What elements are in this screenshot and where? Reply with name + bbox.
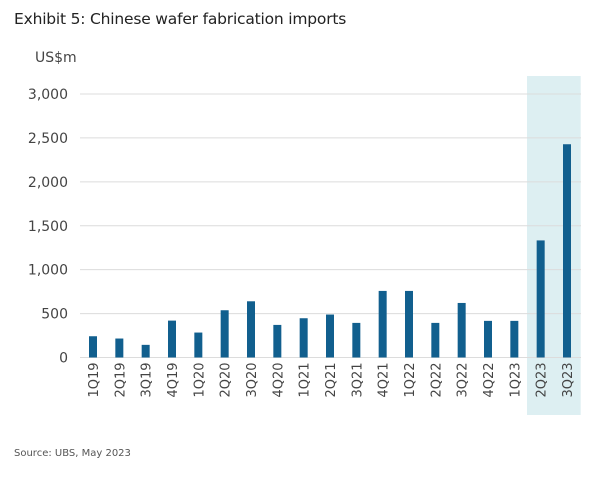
x-tick-label: 4Q22 [482,363,497,398]
bar-1Q22 [405,290,413,358]
x-tick-label: 1Q21 [298,363,313,398]
source-note: Source: UBS, May 2023 [14,448,131,459]
bar-2Q19 [115,338,124,358]
bar-1Q21 [299,318,308,358]
bar-1Q19 [89,336,97,358]
x-tick-label: 3Q19 [140,363,155,398]
bar-1Q20 [194,332,203,358]
bar-1Q23 [510,320,519,358]
x-tick-label: 4Q20 [271,363,286,398]
y-tick-label: 2,500 [28,131,68,147]
x-tick-label: 1Q22 [403,363,418,398]
y-tick-label: 3,000 [28,87,68,103]
bar-3Q20 [247,301,255,358]
x-tick-label: 3Q20 [245,363,260,398]
bar-3Q19 [141,344,150,358]
bar-2Q23 [536,240,545,358]
x-tick-label: 3Q21 [350,363,365,398]
chart-title: Exhibit 5: Chinese wafer fabrication imp… [14,10,347,28]
x-tick-label: 1Q20 [192,363,207,398]
x-tick-label: 1Q19 [87,363,102,398]
bar-2Q20 [220,310,229,358]
bar-4Q21 [378,290,387,358]
y-tick-label: 0 [59,351,68,367]
x-tick-label: 3Q23 [561,363,576,398]
x-tick-label: 2Q20 [219,363,234,398]
bar-4Q19 [168,320,176,358]
x-tick-label: 2Q21 [324,363,339,398]
x-tick-label: 3Q22 [456,363,471,398]
x-tick-label: 4Q21 [377,363,392,398]
bar-2Q22 [431,322,440,358]
x-tick-label: 4Q19 [166,363,181,398]
y-tick-label: 2,000 [28,175,68,191]
bar-3Q22 [457,302,466,358]
bar-3Q23 [563,144,571,358]
y-tick-label: 500 [41,307,68,323]
y-axis-label: US$m [35,50,77,66]
highlight-band [527,76,581,415]
x-tick-label: 2Q22 [429,363,444,398]
x-tick-label: 1Q23 [508,363,523,398]
bar-2Q21 [326,314,334,358]
bar-4Q20 [273,324,282,358]
y-tick-label: 1,500 [28,219,68,235]
x-tick-label: 2Q23 [535,363,550,398]
y-tick-label: 1,000 [28,263,68,279]
x-tick-label: 2Q19 [113,363,128,398]
bar-4Q22 [484,320,492,358]
bar-3Q21 [352,322,361,358]
